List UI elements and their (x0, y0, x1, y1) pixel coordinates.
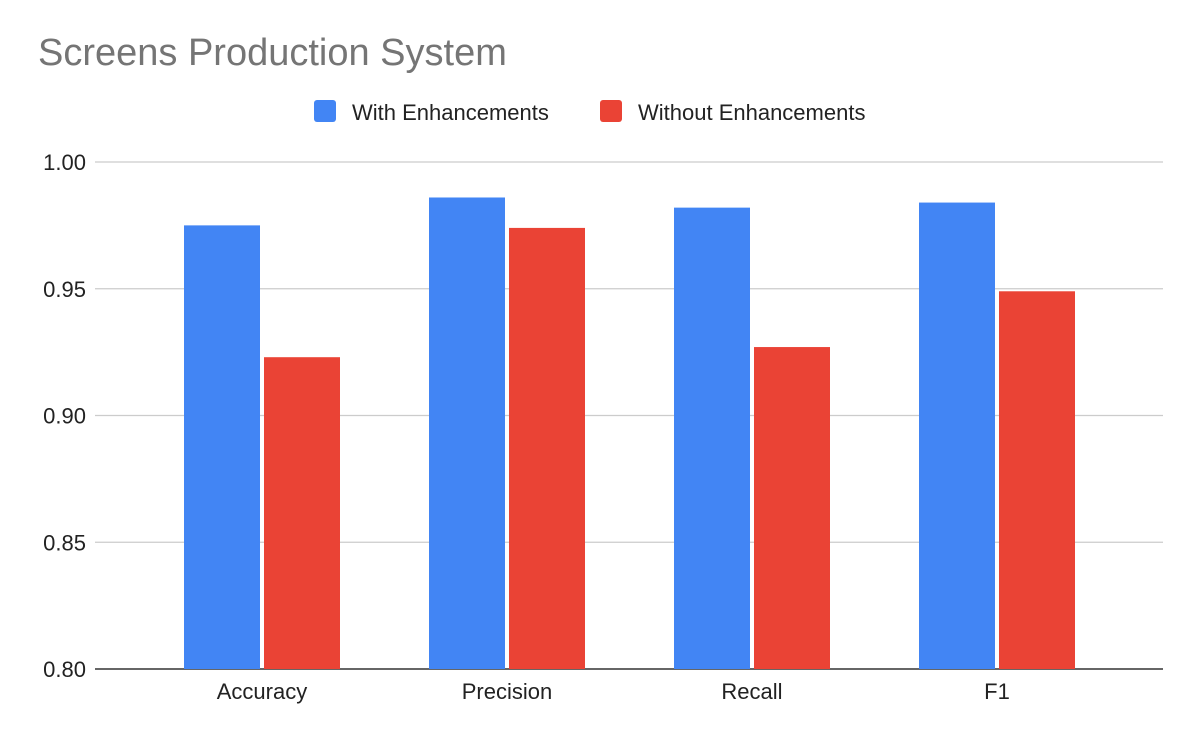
x-tick-label: Recall (721, 679, 782, 704)
legend-label: With Enhancements (352, 100, 549, 125)
bar-without-f1 (999, 291, 1075, 669)
x-tick-label: Accuracy (217, 679, 307, 704)
bar-with-f1 (919, 202, 995, 669)
y-tick-label: 0.80 (43, 657, 86, 682)
x-tick-label: F1 (984, 679, 1010, 704)
legend-swatch (314, 100, 336, 122)
axes: 0.80 0.85 0.90 0.95 1.00 Accuracy Precision Rec… (43, 150, 1010, 704)
legend-label: Without Enhancements (638, 100, 865, 125)
y-tick-label: 0.90 (43, 404, 86, 429)
bar-with-precision (429, 197, 505, 670)
bar-without-precision (509, 227, 585, 669)
bar-without-accuracy (264, 357, 340, 669)
x-tick-label: Precision (462, 679, 552, 704)
y-tick-label: 1.00 (43, 150, 86, 175)
y-tick-label: 0.85 (43, 530, 86, 555)
y-tick-label: 0.95 (43, 277, 86, 302)
chart-title: Screens Production System (38, 32, 507, 74)
bar-without-recall (754, 347, 830, 669)
bar-with-recall (674, 207, 750, 669)
legend-swatch (600, 100, 622, 122)
bar-with-accuracy (184, 225, 260, 669)
legend: With Enhancements Without Enhancements (314, 100, 865, 125)
bars (184, 197, 1075, 670)
